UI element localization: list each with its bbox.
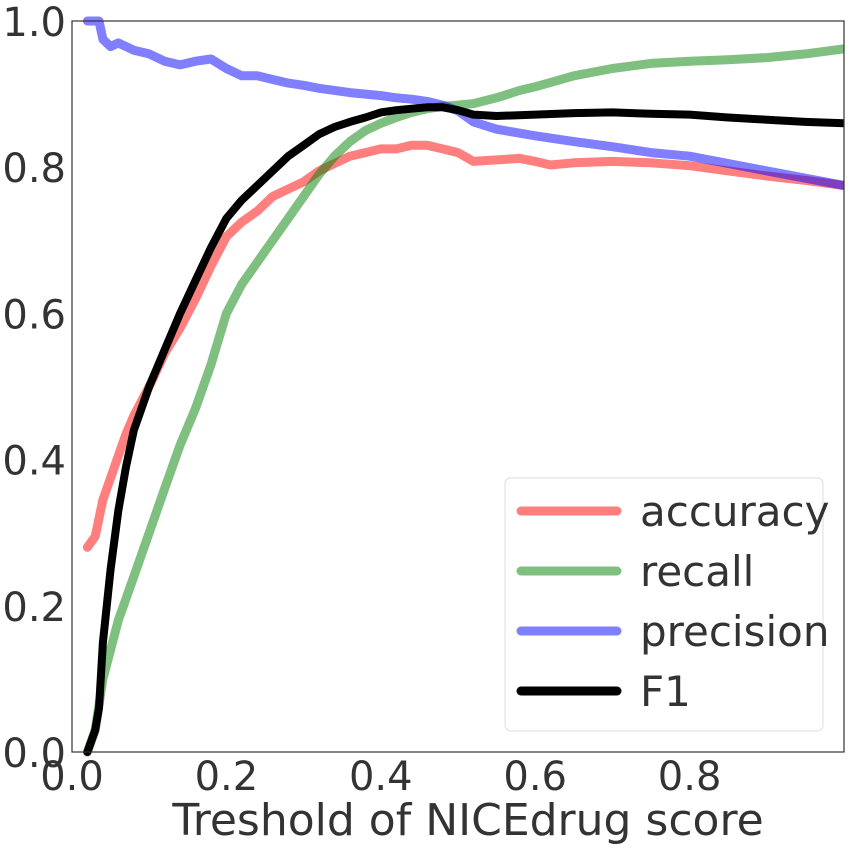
- legend-box: [504, 477, 824, 732]
- y-tick-label: 0.8: [2, 146, 66, 192]
- legend-label-precision: precision: [640, 607, 829, 656]
- x-axis-label: Treshold of NICEdrug score: [171, 795, 763, 846]
- x-tick-label: 0.8: [658, 754, 722, 800]
- tick-layer: 0.0 0.2 0.4 0.6 0.8 0.0 0.2 0.4 0.6 0.8 1.0: [2, 0, 721, 800]
- y-tick-label: 0.0: [2, 731, 66, 777]
- y-tick-label: 0.4: [2, 439, 66, 485]
- series-line-precision: [82, 16, 844, 190]
- legend: accuracy recall precision F1: [504, 477, 830, 732]
- series-line-recall: [82, 44, 844, 757]
- series-layer: [82, 16, 844, 757]
- x-tick-label: 0.2: [195, 754, 259, 800]
- x-tick-label: 0.0: [40, 754, 104, 800]
- y-tick-label: 0.2: [2, 585, 66, 631]
- legend-label-accuracy: accuracy: [640, 487, 830, 536]
- x-tick-label: 0.4: [349, 754, 413, 800]
- legend-label-recall: recall: [640, 547, 754, 596]
- x-tick-label: 0.6: [503, 754, 567, 800]
- legend-label-f1: F1: [640, 667, 691, 716]
- series-line-f1: [83, 103, 844, 756]
- y-tick-label: 0.6: [2, 292, 66, 338]
- plot-frame: [71, 20, 845, 753]
- y-tick-label: 1.0: [2, 0, 66, 46]
